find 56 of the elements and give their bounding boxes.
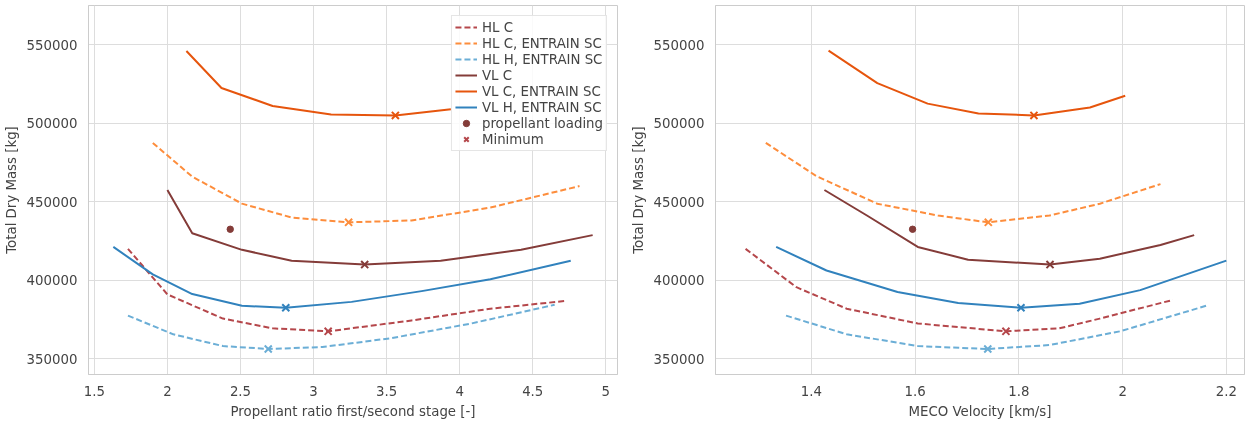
y-tick-label: 500000 bbox=[653, 116, 705, 132]
x-tick-label: 3 bbox=[309, 383, 318, 399]
x-tick-label: 2 bbox=[1118, 383, 1127, 399]
point bbox=[983, 344, 993, 354]
legend-label: VL C bbox=[481, 67, 513, 83]
point bbox=[390, 110, 400, 120]
line-series bbox=[112, 245, 572, 309]
y-tick-label: 350000 bbox=[26, 351, 78, 367]
y-tick-label: 400000 bbox=[26, 273, 78, 289]
y-axis-title: Total Dry Mass [kg] bbox=[3, 126, 19, 255]
line-series bbox=[775, 245, 1228, 309]
x-tick-label: 1.4 bbox=[800, 383, 823, 399]
x-axis-title: MECO Velocity [km/s] bbox=[908, 403, 1052, 419]
legend-label: VL H, ENTRAIN SC bbox=[481, 99, 602, 115]
legend-label: HL C, ENTRAIN SC bbox=[481, 35, 602, 51]
point bbox=[1001, 326, 1011, 336]
y-tick-label: 450000 bbox=[653, 194, 705, 210]
point bbox=[323, 326, 333, 336]
line-series bbox=[764, 141, 1162, 224]
x-tick-label: 2.2 bbox=[1215, 383, 1237, 399]
x-tick-label: 5 bbox=[601, 383, 611, 399]
line-series bbox=[823, 189, 1196, 266]
x-tick-label: 2.5 bbox=[229, 383, 252, 399]
point bbox=[226, 225, 234, 233]
x-tick-label: 2 bbox=[163, 383, 172, 399]
legend-label: HL H, ENTRAIN SC bbox=[481, 51, 603, 67]
legend-label: VL C, ENTRAIN SC bbox=[481, 83, 601, 99]
x-tick-label: 3.5 bbox=[376, 383, 398, 399]
point bbox=[908, 225, 917, 233]
x-tick-label: 1.5 bbox=[83, 383, 105, 399]
legend-label: HL C bbox=[481, 19, 513, 35]
y-tick-label: 450000 bbox=[26, 194, 78, 210]
point bbox=[281, 303, 291, 313]
y-tick-label: 500000 bbox=[26, 116, 78, 132]
y-tick-label: 400000 bbox=[653, 273, 705, 289]
line-series bbox=[785, 304, 1208, 350]
y-axis-title: Total Dry Mass [kg] bbox=[630, 126, 646, 255]
point bbox=[344, 217, 354, 227]
x-tick-label: 4 bbox=[455, 383, 464, 399]
point bbox=[1029, 110, 1039, 120]
y-tick-label: 550000 bbox=[653, 37, 705, 53]
legend-label: propellant loading bbox=[481, 115, 603, 131]
point bbox=[263, 344, 273, 354]
point bbox=[1016, 303, 1026, 313]
line-series bbox=[126, 303, 556, 350]
legend-label: Minimum bbox=[481, 131, 544, 147]
line-series bbox=[827, 49, 1127, 117]
line-series bbox=[166, 189, 594, 266]
x-tick-label: 1.8 bbox=[1008, 383, 1030, 399]
line-series bbox=[185, 50, 452, 117]
x-axis-title: Propellant ratio first/second stage [-] bbox=[230, 403, 476, 419]
x-tick-label: 1.6 bbox=[904, 383, 926, 399]
point bbox=[983, 217, 993, 227]
y-tick-label: 550000 bbox=[26, 37, 78, 53]
x-tick-label: 4.5 bbox=[522, 383, 544, 399]
y-tick-label: 350000 bbox=[653, 351, 705, 367]
